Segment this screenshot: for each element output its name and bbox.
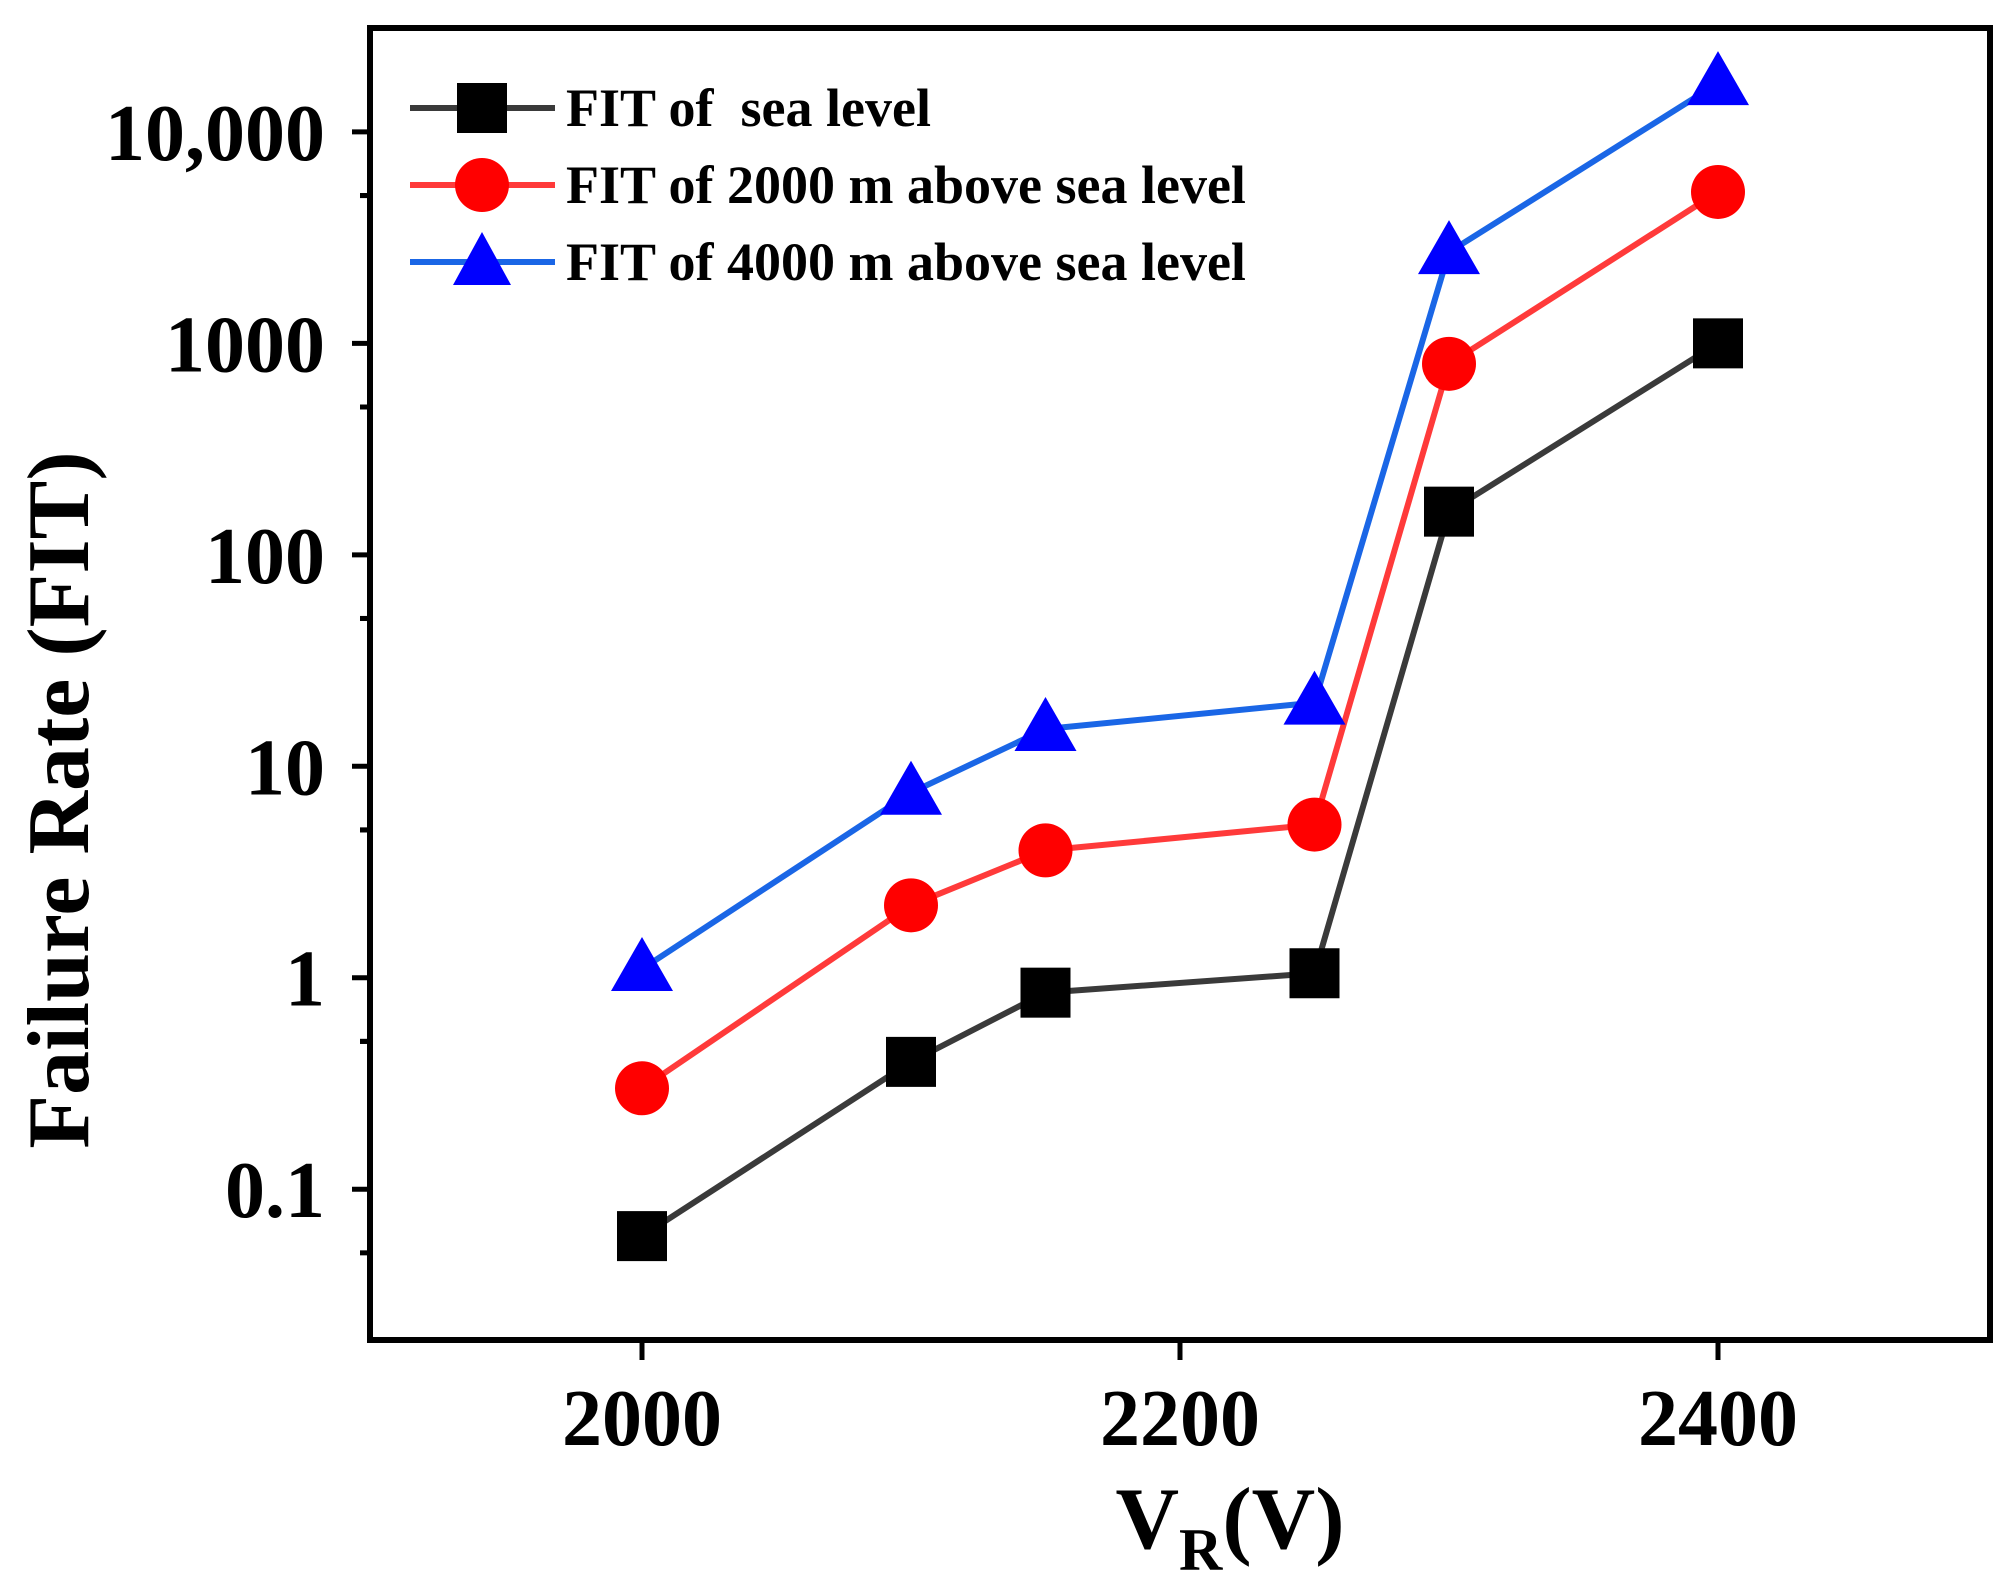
series-line-2 — [640, 80, 1720, 972]
data-point-series-1-1 — [884, 878, 938, 933]
legend-label-4000m: FIT of 4000 m above sea level — [566, 232, 1246, 292]
data-point-series-1-2 — [1018, 823, 1073, 878]
y-axis-title: Failure Rate (FIT) — [11, 451, 108, 1148]
legend-label-2000m: FIT of 2000 m above sea level — [566, 155, 1246, 215]
x-tick-label: 2000 — [562, 1375, 722, 1463]
x-tick-label: 2200 — [1100, 1375, 1260, 1463]
data-point-series-0-0 — [617, 1211, 667, 1262]
series-line-0 — [640, 340, 1720, 1239]
data-point-series-0-2 — [1020, 967, 1071, 1018]
legend-entry-2000m: FIT of 2000 m above sea level — [410, 155, 1246, 215]
legend-marker-triangle — [453, 232, 511, 285]
data-point-series-2-1 — [880, 760, 942, 815]
data-point-series-2-0 — [611, 936, 673, 991]
y-tick-label: 10 — [245, 724, 325, 812]
data-point-series-0-4 — [1424, 486, 1474, 537]
series-line-1 — [640, 189, 1720, 1091]
x-axis-title-main: V — [1115, 1471, 1179, 1568]
data-point-series-2-4 — [1418, 220, 1480, 275]
legend: FIT of sea level FIT of 2000 m above sea… — [410, 78, 1246, 292]
data-point-series-0-3 — [1289, 948, 1340, 999]
data-point-series-0-1 — [886, 1036, 936, 1087]
data-point-series-1-4 — [1422, 336, 1476, 391]
legend-marker-square — [457, 83, 507, 133]
legend-marker-circle — [455, 158, 509, 212]
x-axis-title: VR(V) — [1115, 1471, 1344, 1583]
y-tick-label: 10,000 — [105, 90, 325, 178]
data-point-series-1-5 — [1691, 164, 1745, 219]
series-layer — [611, 51, 1749, 1262]
data-point-series-2-3 — [1283, 670, 1346, 725]
legend-label-sea-level: FIT of sea level — [566, 78, 931, 138]
data-point-series-1-3 — [1287, 797, 1342, 852]
x-tick-label: 2400 — [1638, 1375, 1798, 1463]
data-point-series-2-2 — [1014, 697, 1077, 752]
data-point-series-2-5 — [1687, 51, 1749, 106]
y-tick-label: 0.1 — [225, 1147, 325, 1235]
y-tick-label: 1 — [285, 936, 325, 1024]
data-point-series-0-5 — [1693, 318, 1743, 369]
legend-entry-4000m: FIT of 4000 m above sea level — [410, 232, 1246, 292]
y-tick-label: 1000 — [165, 301, 325, 389]
data-point-series-1-0 — [615, 1061, 669, 1116]
axis-ticks — [352, 129, 1721, 1360]
legend-entry-sea-level: FIT of sea level — [410, 78, 931, 138]
x-axis-title-unit: (V) — [1222, 1471, 1344, 1568]
tick-labels: 0.1 1 10 100 1000 10,000 2000 2200 2400 — [105, 90, 1798, 1463]
y-tick-label: 100 — [205, 513, 325, 601]
x-axis-title-subscript: R — [1179, 1517, 1223, 1583]
